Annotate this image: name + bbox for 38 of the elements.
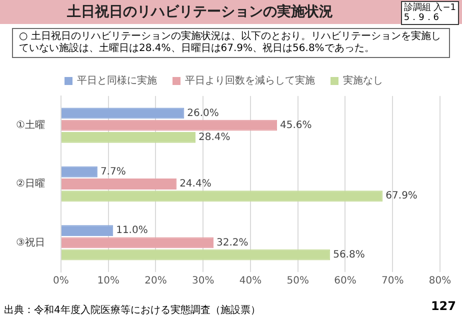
chart-title: 土日祝日のリハビリテーションの実施状況	[66, 3, 334, 21]
data-label: 26.0%	[187, 108, 219, 119]
legend-label: 平日より回数を減らして実施	[185, 74, 315, 87]
data-label: 56.8%	[333, 249, 365, 260]
source-note: 出典：令和4年度入院医療等における実態調査（施設票）	[4, 304, 260, 317]
x-tick-label: 20%	[144, 276, 167, 287]
x-tick-label: 0%	[53, 276, 69, 287]
data-label: 24.4%	[180, 178, 212, 190]
bar	[61, 225, 114, 236]
x-tick-label: 10%	[97, 276, 120, 287]
bar	[61, 237, 214, 248]
data-label: 67.9%	[386, 190, 418, 202]
bar	[61, 108, 184, 119]
x-tick-label: 40%	[239, 276, 262, 287]
text: 127	[430, 299, 456, 313]
data-label: 7.7%	[100, 166, 126, 178]
data-label: 11.0%	[116, 225, 148, 236]
x-tick-label: 30%	[192, 276, 214, 287]
chart-subtitle: ○ 土日祝日のリハビリテーションの実施状況は、以下のとおり。リハビリテーションを実施していない施設は、土曜日は28.4%、日曜日は67.9%、祝日は56.8%であった。	[12, 28, 450, 58]
bar	[61, 166, 98, 178]
data-label: 45.6%	[280, 120, 312, 131]
x-tick-label: 80%	[428, 276, 452, 287]
bar	[61, 178, 177, 190]
legend-label: 平日と同様に実施	[77, 74, 157, 87]
bar	[61, 120, 278, 131]
data-label: 28.4%	[198, 132, 230, 144]
bar	[61, 249, 330, 260]
data-label: 32.2%	[216, 237, 248, 248]
y-tick-label: ③祝日	[16, 236, 45, 248]
text: 診調組 入−1 5．9．6	[400, 1, 459, 25]
x-tick-label: 60%	[334, 276, 356, 287]
y-tick-label: ②日曜	[16, 178, 45, 190]
y-tick-label: ①土曜	[16, 118, 45, 131]
bar	[61, 132, 196, 143]
x-tick-label: 50%	[286, 276, 309, 287]
legend-label: 実施なし	[343, 74, 383, 87]
bar	[61, 190, 383, 202]
x-tick-label: 70%	[382, 276, 404, 287]
